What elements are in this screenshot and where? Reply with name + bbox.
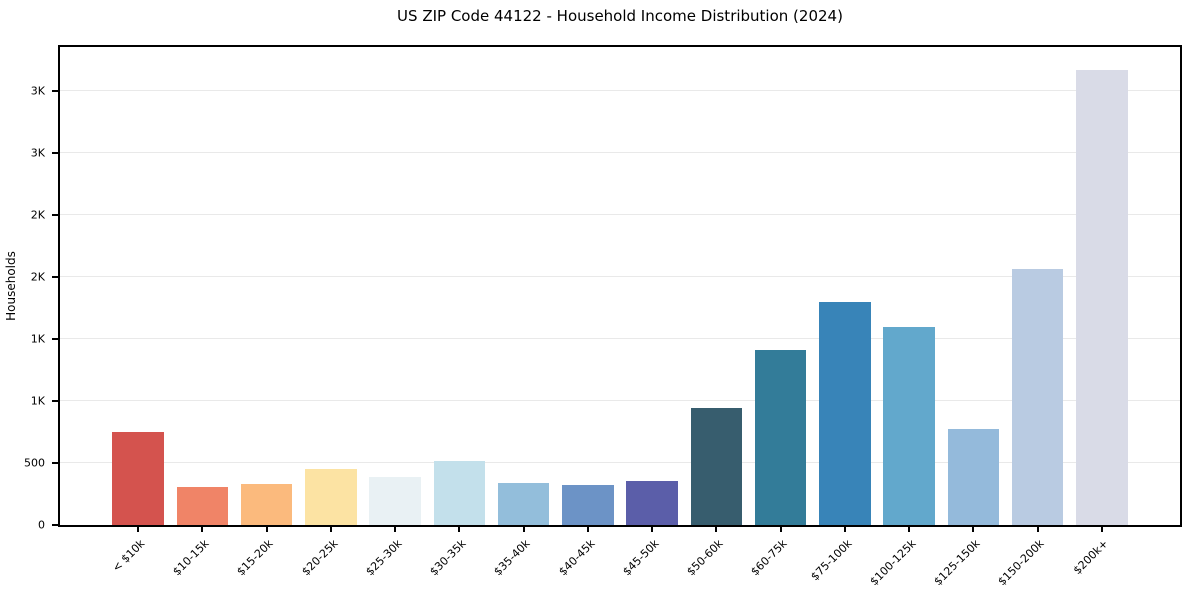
y-tick-label: 1K xyxy=(30,394,45,408)
x-tick-label: < $10k xyxy=(109,537,148,575)
bar-series xyxy=(60,47,1180,525)
x-tick-label: $100-125k xyxy=(867,537,919,589)
gridline xyxy=(60,275,1180,277)
bar-75-100k xyxy=(819,301,871,525)
bar-slot xyxy=(170,47,234,525)
gridline xyxy=(60,89,1180,91)
x-tick-mark xyxy=(137,527,140,532)
y-tick-mark xyxy=(52,213,58,216)
x-tick-label: $15-20k xyxy=(234,537,276,579)
y-tick-mark xyxy=(52,151,58,154)
x-tick-mark xyxy=(1036,527,1039,532)
gridline xyxy=(60,399,1180,401)
gridline xyxy=(60,337,1180,339)
bar-slot xyxy=(427,47,491,525)
bar-60-75k xyxy=(754,350,807,525)
x-tick-mark xyxy=(843,527,846,532)
plot-area xyxy=(58,45,1182,527)
y-tick-label: 2K xyxy=(30,270,45,284)
bar-slot xyxy=(749,47,813,525)
bar-35-40k xyxy=(497,482,550,525)
x-tick-mark xyxy=(972,527,975,532)
y-tick-label: 0 xyxy=(38,518,45,532)
bar-slot xyxy=(1006,47,1070,525)
x-tick-mark xyxy=(201,527,204,532)
x-tick-mark xyxy=(522,527,525,532)
bar-25-30k xyxy=(369,476,421,525)
bar-slot xyxy=(106,47,170,525)
y-tick-label: 2K xyxy=(30,208,45,222)
bar-10k xyxy=(112,431,164,525)
gridline xyxy=(60,461,1180,463)
x-tick-label: $35-40k xyxy=(491,537,533,579)
y-tick-mark xyxy=(52,337,58,340)
x-tick-label: $10-15k xyxy=(170,537,212,579)
x-tick-mark xyxy=(265,527,268,532)
x-tick-mark xyxy=(1100,527,1103,532)
bar-100-125k xyxy=(883,326,935,525)
gridlines xyxy=(60,47,1180,525)
bar-150-200k xyxy=(1011,269,1064,525)
x-tick-label: $50-60k xyxy=(684,537,726,579)
y-tick-label: 500 xyxy=(24,456,45,470)
bar-20-25k xyxy=(305,469,357,525)
x-tick-mark xyxy=(394,527,397,532)
x-tick-mark xyxy=(458,527,461,532)
x-tick-mark xyxy=(908,527,911,532)
x-tick-label: $20-25k xyxy=(298,537,341,579)
bar-slot xyxy=(299,47,363,525)
x-tick-mark xyxy=(651,527,654,532)
bar-10-15k xyxy=(176,486,229,525)
x-tick-mark xyxy=(715,527,718,532)
y-tick-label: 3K xyxy=(30,146,45,160)
bar-slot xyxy=(556,47,620,525)
bar-slot xyxy=(684,47,748,525)
bar-slot xyxy=(813,47,877,525)
bar-30-35k xyxy=(433,461,486,525)
x-tick-label: $60-75k xyxy=(748,537,790,579)
bar-slot xyxy=(941,47,1005,525)
y-tick-label: 1K xyxy=(30,332,45,346)
bar-slot xyxy=(363,47,427,525)
y-tick-label: 3K xyxy=(30,84,45,98)
gridline xyxy=(60,151,1180,153)
bar-200k xyxy=(1076,69,1128,525)
bar-45-50k xyxy=(626,480,678,525)
chart-title: US ZIP Code 44122 - Household Income Dis… xyxy=(397,7,843,25)
x-tick-mark xyxy=(779,527,782,532)
x-tick-label: $40-45k xyxy=(555,537,598,579)
y-axis: 0 500 1K 1K 2K 2K 3K 3K xyxy=(0,45,58,531)
bar-slot xyxy=(235,47,299,525)
x-tick-label: $30-35k xyxy=(427,537,469,579)
bar-slot xyxy=(620,47,684,525)
x-tick-mark xyxy=(586,527,589,532)
bar-125-150k xyxy=(947,428,1000,525)
x-tick-label: $45-50k xyxy=(620,537,662,579)
bar-50-60k xyxy=(690,407,743,525)
x-tick-label: $200k+ xyxy=(1071,537,1112,578)
bar-slot xyxy=(877,47,941,525)
x-axis: < $10k $10-15k $15-20k $20-25k $25-30k $30-35… xyxy=(58,527,1182,590)
x-tick-label: $25-30k xyxy=(363,537,405,579)
y-tick-mark xyxy=(52,524,58,526)
bar-40-45k xyxy=(562,485,614,525)
y-tick-mark xyxy=(52,461,58,464)
x-tick-label: $75-100k xyxy=(807,537,855,584)
x-tick-mark xyxy=(329,527,332,532)
gridline xyxy=(60,213,1180,215)
bar-slot xyxy=(1070,47,1134,525)
y-tick-mark xyxy=(52,275,58,278)
x-tick-label: $125-150k xyxy=(931,537,983,589)
bar-15-20k xyxy=(240,484,293,525)
y-tick-mark xyxy=(52,399,58,402)
y-tick-mark xyxy=(52,89,58,92)
x-tick-label: $150-200k xyxy=(995,537,1047,589)
bar-slot xyxy=(492,47,556,525)
